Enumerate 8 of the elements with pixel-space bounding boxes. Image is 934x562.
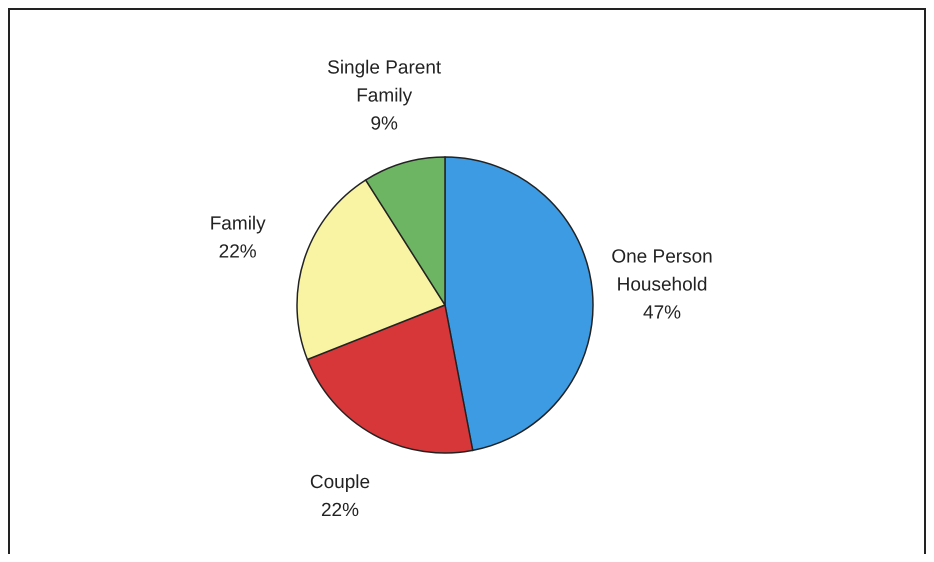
slice-label: One Person Household [611,246,713,296]
data-label: 9% [370,114,398,135]
data-label: 22% [218,242,257,263]
slice-label: Single Parent Family [327,58,442,107]
slice-label: Family [210,214,266,235]
slice-label: Couple [310,472,370,494]
data-label: 47% [643,302,682,324]
data-label: 22% [320,500,360,522]
